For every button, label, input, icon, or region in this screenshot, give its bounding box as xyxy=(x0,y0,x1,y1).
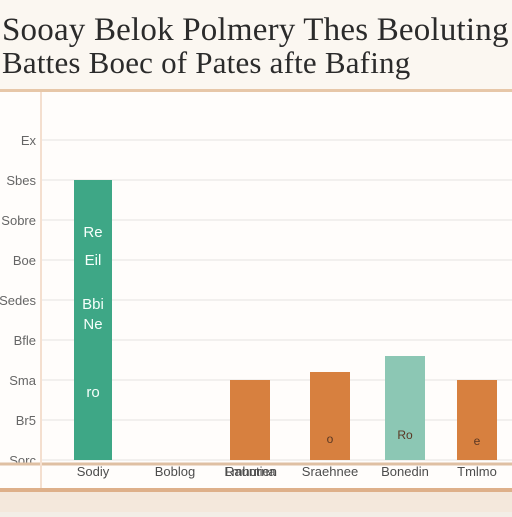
x-tick-label: Sraehnee xyxy=(302,464,358,479)
bar xyxy=(385,356,425,460)
bar-data-label: Ro xyxy=(397,428,413,442)
left-rail xyxy=(40,92,42,512)
x-tick-label: Rauntien xyxy=(225,464,277,479)
chart-subtitle: Battes Boec of Pates afte Bafing xyxy=(2,45,411,80)
y-tick-label: Sedes xyxy=(0,293,36,308)
y-tick-label: Boe xyxy=(13,253,36,268)
bar xyxy=(457,380,497,460)
y-tick-label: Sorc xyxy=(9,453,36,468)
bar-data-label: Bbi xyxy=(82,296,104,313)
chart-panel: Sorc Br5 Sma Bfle Sedes Boe Sobre Sbes Ex Re Eil Bb… xyxy=(0,92,512,512)
chart-title: Sooay Belok Polmery Thes Beoluting xyxy=(2,12,509,48)
y-tick-label: Br5 xyxy=(16,413,36,428)
y-tick-label: Sobre xyxy=(1,213,36,228)
bar-data-label: Re xyxy=(83,224,102,241)
x-tick-label: Boblog xyxy=(155,464,195,479)
x-tick-label: Sodiy xyxy=(77,464,110,479)
bar-data-label: e xyxy=(474,434,481,448)
bar-data-label: Ne xyxy=(83,316,102,333)
bar-data-label: Eil xyxy=(85,252,102,269)
bar-data-label: ro xyxy=(86,384,99,401)
bar xyxy=(310,372,350,460)
x-tick-label: Tmlmo xyxy=(457,464,497,479)
bar xyxy=(230,380,270,460)
x-tick-label: Lmhurna xyxy=(224,464,276,479)
y-tick-label: Bfle xyxy=(14,333,36,348)
chart-header: Sooay Belok Polmery Thes Beoluting Batte… xyxy=(0,0,512,92)
y-tick-label: Ex xyxy=(21,133,37,148)
y-tick-label: Sbes xyxy=(6,173,36,188)
bar-data-label: o xyxy=(327,432,334,446)
bottom-band xyxy=(0,488,512,512)
bar xyxy=(74,180,112,460)
y-tick-label: Sma xyxy=(9,373,37,388)
x-tick-label: Bonedin xyxy=(381,464,429,479)
bar-chart: Sorc Br5 Sma Bfle Sedes Boe Sobre Sbes Ex Re Eil Bb… xyxy=(0,133,512,479)
